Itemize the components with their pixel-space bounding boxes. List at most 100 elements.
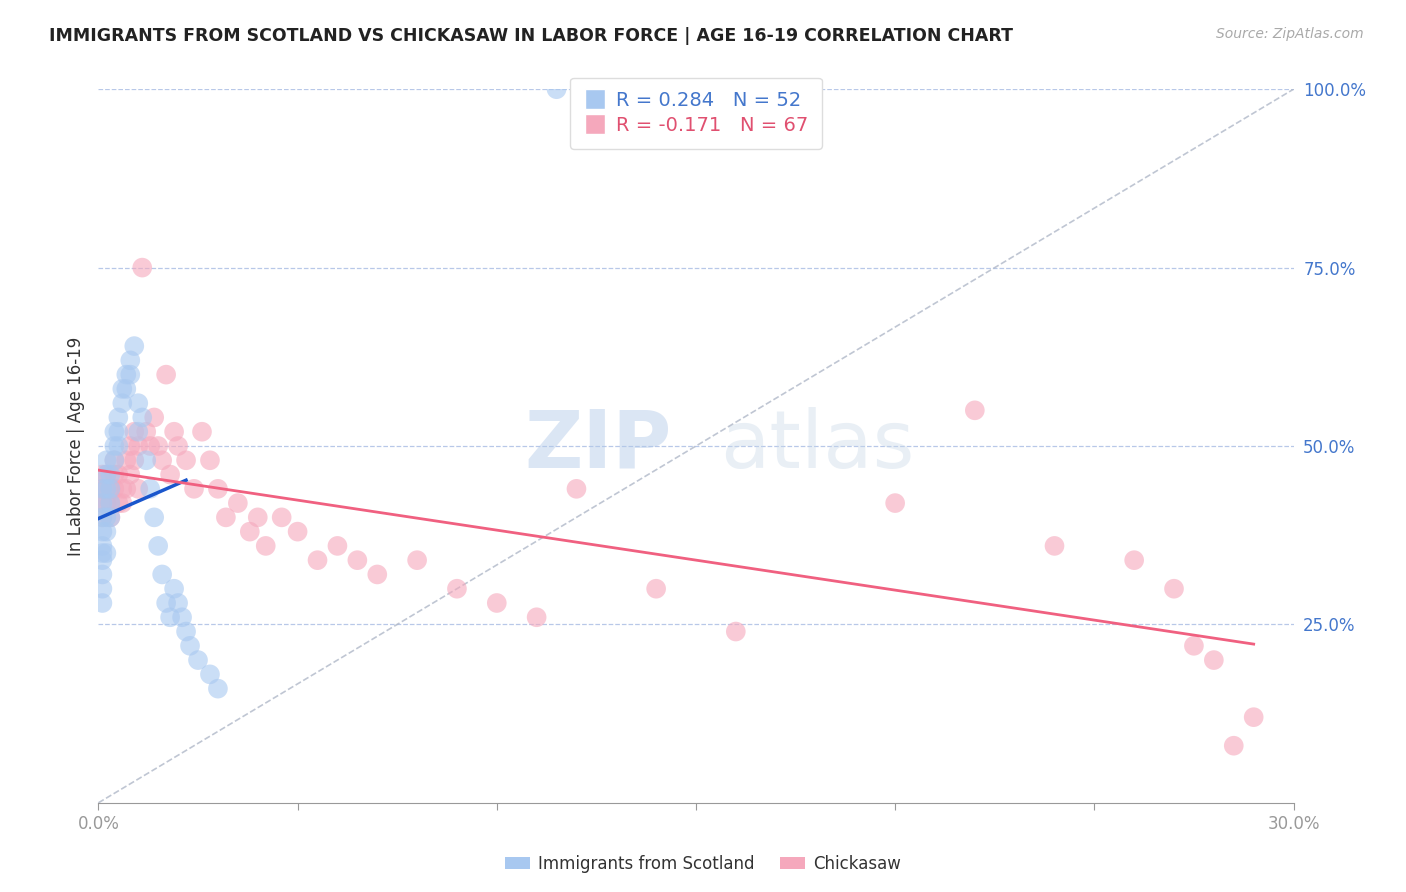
Point [107,410,129,425]
Point [135,453,157,467]
Point [131,260,153,275]
Point [115,382,138,396]
Point [207,681,229,696]
Point [446,582,468,596]
Point [111,382,134,396]
Point [107,496,129,510]
Point [159,610,181,624]
Point [150,453,173,467]
Point [565,482,588,496]
Point [103,453,125,467]
Point [98,482,122,496]
Point [127,482,149,496]
Point [96,546,118,560]
Point [163,425,186,439]
Point [111,496,134,510]
Point [246,510,269,524]
Point [103,453,125,467]
Text: atlas: atlas [720,407,914,485]
Point [91,546,114,560]
Point [91,482,114,496]
Point [1223,739,1246,753]
Point [98,510,122,524]
Point [239,524,262,539]
Point [366,567,388,582]
Point [91,567,114,582]
Point [120,368,142,382]
Point [98,510,122,524]
Point [96,524,118,539]
Point [124,425,146,439]
Point [98,482,122,496]
Point [91,539,114,553]
Point [91,553,114,567]
Point [191,425,214,439]
Point [148,439,170,453]
Point [287,524,309,539]
Point [963,403,986,417]
Point [103,467,125,482]
Point [111,396,134,410]
Point [167,439,190,453]
Point [91,524,114,539]
Point [107,425,129,439]
Point [98,496,122,510]
Point [103,425,125,439]
Point [127,425,149,439]
Point [254,539,277,553]
Point [107,467,129,482]
Point [1182,639,1205,653]
Point [96,496,118,510]
Point [1163,582,1185,596]
Point [139,439,162,453]
Point [103,439,125,453]
Point [406,553,429,567]
Point [884,496,907,510]
Point [215,510,238,524]
Legend: R = 0.284   N = 52, R = -0.171   N = 67: R = 0.284 N = 52, R = -0.171 N = 67 [569,78,823,149]
Point [485,596,508,610]
Point [107,439,129,453]
Point [546,82,568,96]
Point [124,339,146,353]
Point [155,368,177,382]
Text: IMMIGRANTS FROM SCOTLAND VS CHICKASAW IN LABOR FORCE | AGE 16-19 CORRELATION CHA: IMMIGRANTS FROM SCOTLAND VS CHICKASAW IN… [49,27,1014,45]
Point [96,467,118,482]
Point [179,639,201,653]
Point [91,467,114,482]
Legend: Immigrants from Scotland, Chickasaw: Immigrants from Scotland, Chickasaw [498,848,908,880]
Point [111,482,134,496]
Point [115,368,138,382]
Point [526,610,548,624]
Point [150,567,173,582]
Point [1123,553,1146,567]
Point [91,582,114,596]
Point [174,453,197,467]
Point [120,439,142,453]
Point [226,496,249,510]
Point [143,510,166,524]
Point [143,410,166,425]
Point [172,610,194,624]
Point [346,553,368,567]
Point [326,539,349,553]
Point [645,582,668,596]
Point [131,410,153,425]
Point [98,467,122,482]
Point [1202,653,1225,667]
Point [183,482,205,496]
Point [96,467,118,482]
Text: Source: ZipAtlas.com: Source: ZipAtlas.com [1216,27,1364,41]
Point [91,482,114,496]
Point [148,539,170,553]
Point [163,582,186,596]
Point [139,482,162,496]
Point [174,624,197,639]
Point [98,496,122,510]
Point [187,653,209,667]
Point [96,510,118,524]
Point [91,510,114,524]
Point [96,482,118,496]
Point [198,453,221,467]
Point [96,482,118,496]
